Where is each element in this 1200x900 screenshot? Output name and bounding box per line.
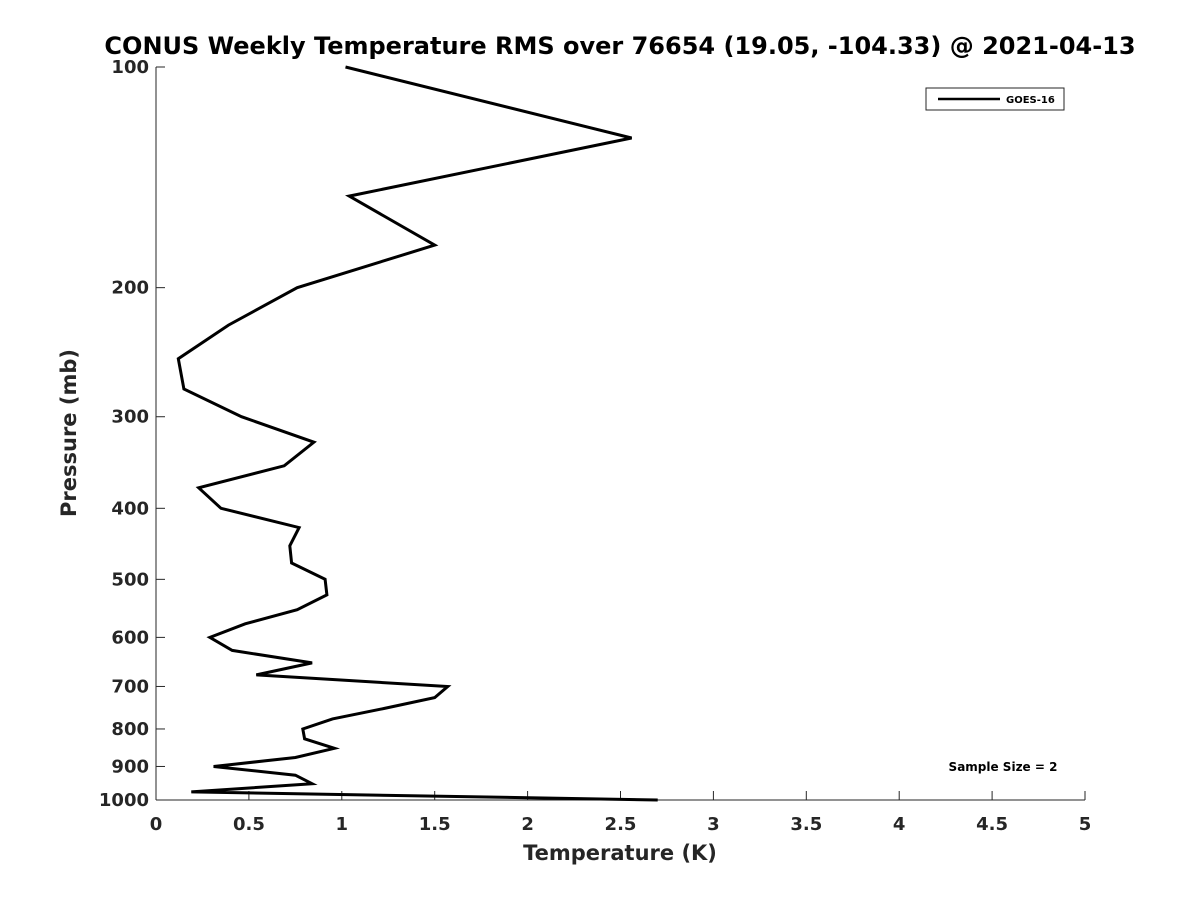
- x-ticks: 0 0.5 1 1.5 2 2.5 3 3.5 4 4.5 5: [150, 791, 1092, 835]
- y-tick-label: 1000: [99, 790, 149, 811]
- x-tick-label: 5: [1079, 814, 1092, 835]
- y-axis-title: Pressure (mb): [57, 349, 81, 517]
- y-tick-label: 800: [111, 719, 149, 740]
- legend-label-goes-16: GOES-16: [1006, 95, 1055, 106]
- y-tick-label: 100: [111, 57, 149, 78]
- series-layer: [176, 65, 658, 802]
- series-line-goes-16: [176, 65, 658, 802]
- y-tick-label: 600: [111, 627, 149, 648]
- legend: GOES-16: [925, 87, 1065, 111]
- x-tick-label: 4: [893, 814, 906, 835]
- x-tick-label: 3.5: [790, 814, 822, 835]
- y-tick-label: 400: [111, 498, 149, 519]
- y-tick-label: 200: [111, 278, 149, 299]
- x-tick-label: 4.5: [976, 814, 1008, 835]
- y-tick-label: 300: [111, 407, 149, 428]
- x-tick-label: 0: [150, 814, 163, 835]
- x-tick-label: 1.5: [419, 814, 451, 835]
- chart-title: CONUS Weekly Temperature RMS over 76654 …: [104, 32, 1135, 60]
- y-ticks: 100 200 300 400 500 600 700 800 900 1000: [99, 57, 165, 811]
- axes: [155, 67, 1085, 801]
- y-tick-label: 900: [111, 756, 149, 777]
- x-tick-label: 2.5: [605, 814, 637, 835]
- x-axis-title: Temperature (K): [523, 841, 717, 865]
- sample-size-annotation: Sample Size = 2: [949, 760, 1058, 774]
- x-tick-label: 2: [521, 814, 534, 835]
- y-tick-label: 700: [111, 676, 149, 697]
- x-tick-label: 0.5: [233, 814, 265, 835]
- x-tick-label: 1: [336, 814, 349, 835]
- x-tick-label: 3: [707, 814, 720, 835]
- y-tick-label: 500: [111, 569, 149, 590]
